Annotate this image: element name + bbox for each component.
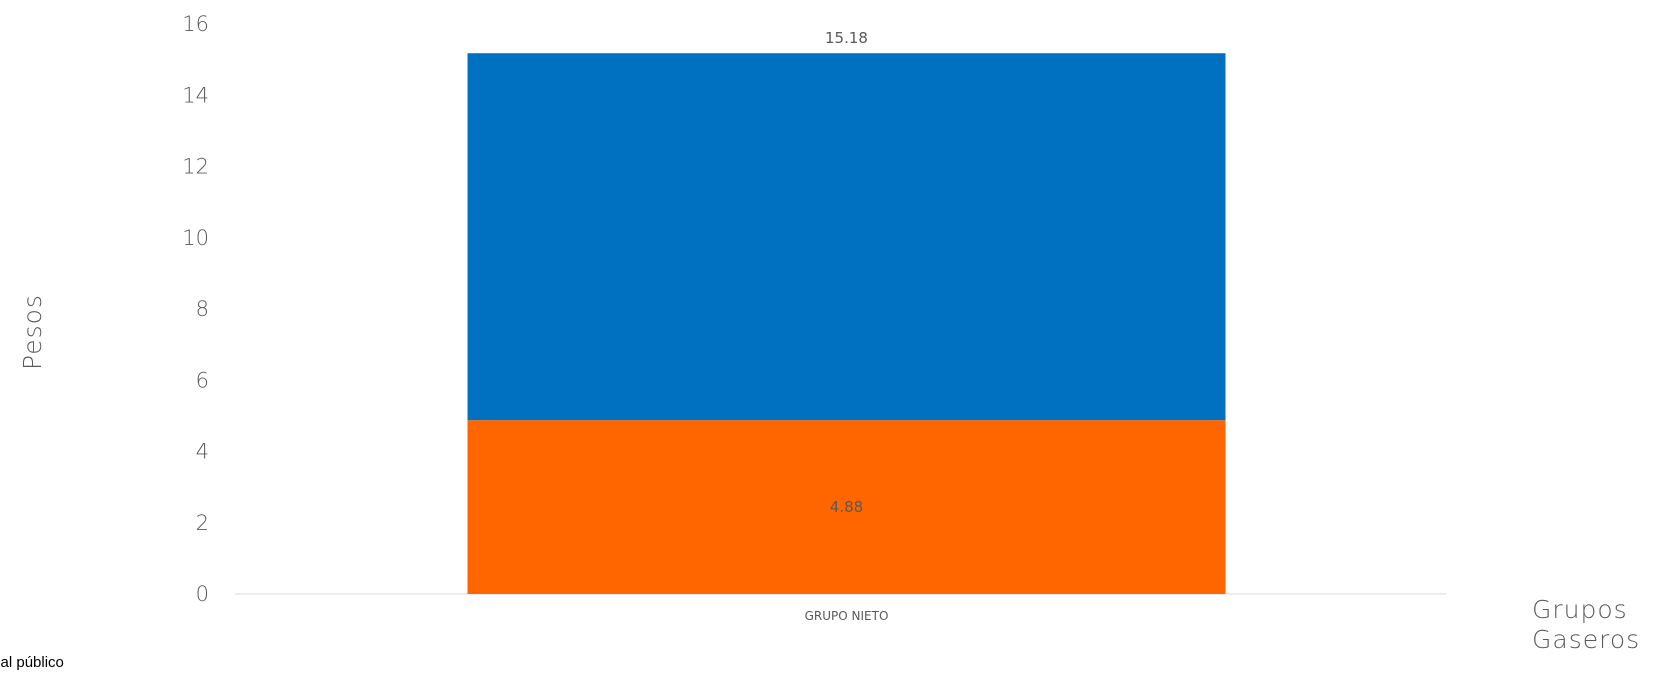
data-labels: 4.88 15.18 — [825, 29, 868, 516]
y-tick-label-2: 2 — [196, 511, 209, 535]
y-tick-label-16: 16 — [182, 12, 209, 36]
legend-footer-text: o al público — [0, 654, 64, 671]
data-label-2: 15.18 — [825, 29, 868, 47]
x-axis-title-line-1: Grupos — [1532, 595, 1628, 624]
x-axis-title-line-2: Gaseros — [1532, 625, 1640, 654]
bars — [467, 53, 1226, 594]
y-tick-label-14: 14 — [182, 83, 209, 107]
bar-segment-2 — [467, 53, 1226, 421]
y-axis-ticks: 0 2 4 6 8 10 12 14 16 — [182, 12, 209, 606]
y-tick-label-0: 0 — [196, 582, 209, 606]
y-tick-label-12: 12 — [182, 155, 209, 179]
data-label-1: 4.88 — [830, 498, 863, 516]
y-tick-label-6: 6 — [196, 368, 209, 392]
category-labels: GRUPO NIETO — [805, 609, 889, 623]
y-axis-title: Pesos — [18, 294, 47, 370]
y-tick-label-8: 8 — [196, 297, 209, 321]
x-axis-title: Grupos Gaseros — [1532, 595, 1640, 654]
y-tick-label-10: 10 — [182, 226, 209, 250]
bar-segment-1 — [467, 420, 1226, 594]
category-label: GRUPO NIETO — [805, 609, 889, 623]
y-tick-label-4: 4 — [196, 440, 209, 464]
